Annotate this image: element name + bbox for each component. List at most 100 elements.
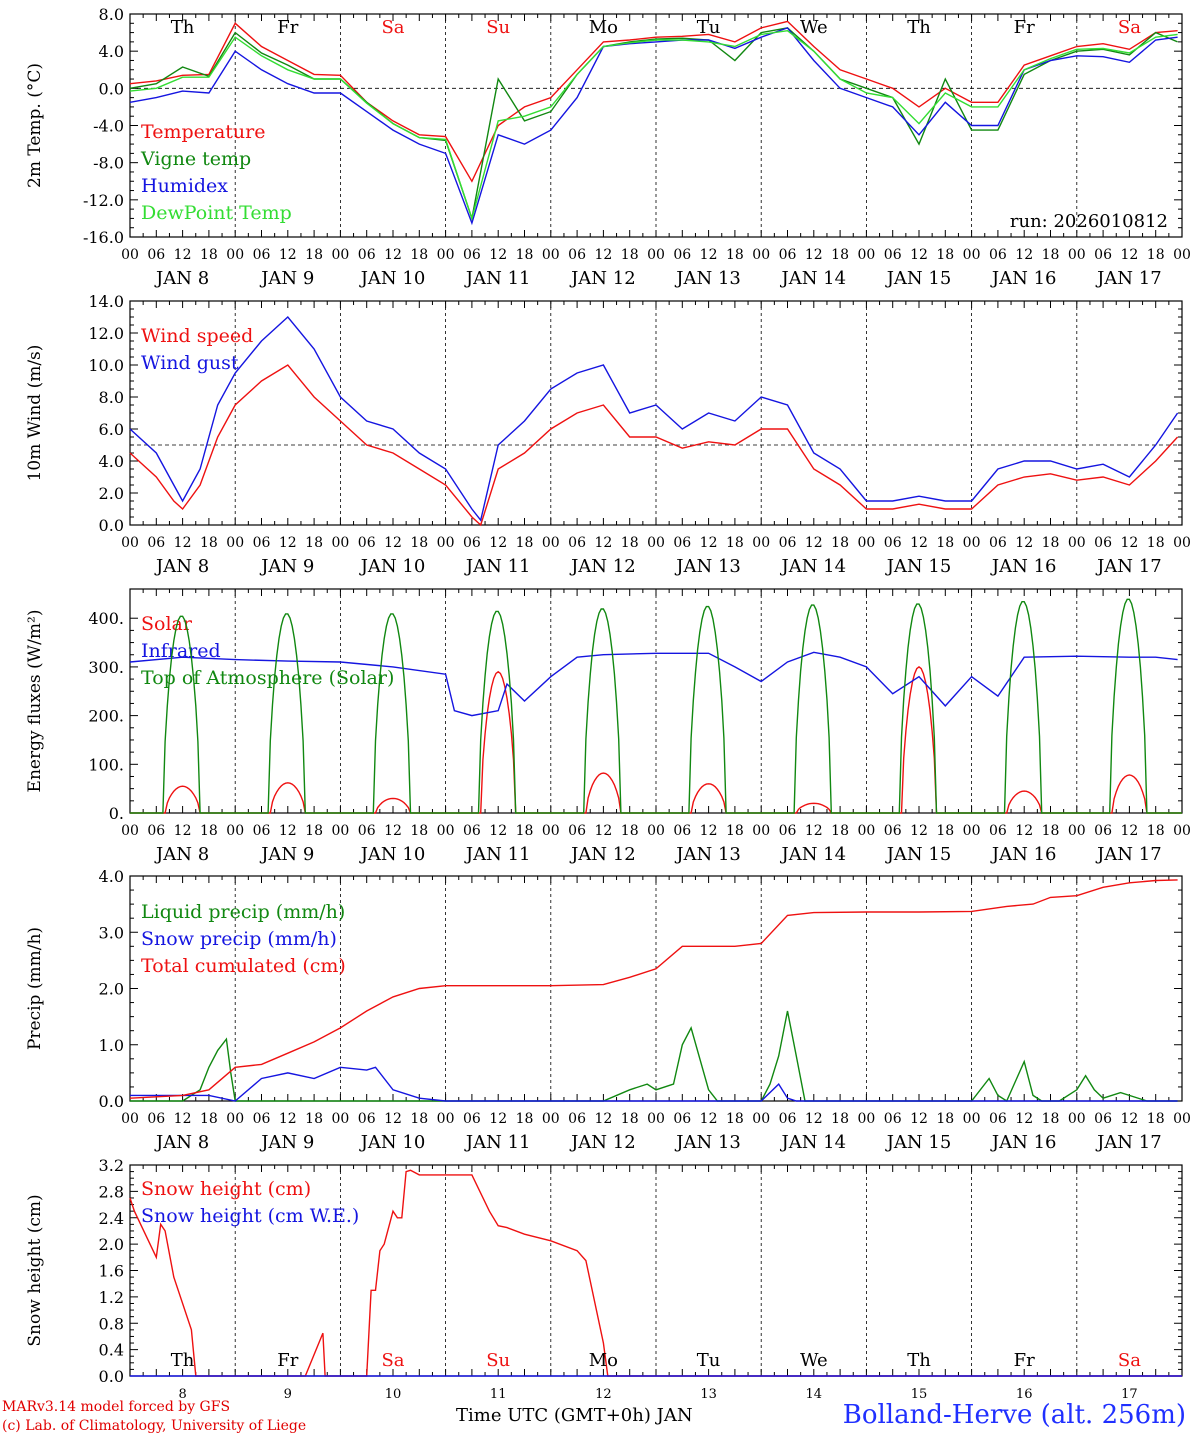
hour-tick-label: 06 xyxy=(147,247,165,263)
hour-tick-label: 06 xyxy=(673,1111,691,1127)
hour-tick-label: 06 xyxy=(253,535,271,551)
hour-tick-label: 18 xyxy=(410,1111,428,1127)
hour-tick-label: 18 xyxy=(516,535,534,551)
legend-entry: Temperature xyxy=(141,121,265,143)
hour-tick-label: 12 xyxy=(594,1111,612,1127)
y-tick-label: 0. xyxy=(109,804,124,823)
day-label-top: Su xyxy=(486,17,510,38)
date-label: JAN 16 xyxy=(990,268,1057,289)
hour-tick-label: 12 xyxy=(910,823,928,839)
hour-tick-label: 18 xyxy=(831,535,849,551)
station-name: Bolland-Herve (alt. 256m) xyxy=(842,1400,1186,1430)
y-tick-label: 3.2 xyxy=(99,1156,124,1175)
hour-tick-label: 18 xyxy=(621,823,639,839)
day-number: 13 xyxy=(700,1387,717,1402)
hour-tick-label: 12 xyxy=(174,823,192,839)
hour-tick-label: 18 xyxy=(1042,535,1060,551)
y-tick-label: 0.8 xyxy=(99,1314,124,1333)
hour-tick-label: 18 xyxy=(1147,1111,1165,1127)
date-label: JAN 14 xyxy=(780,1132,847,1153)
y-tick-label: 0.0 xyxy=(99,1092,124,1111)
day-number: 9 xyxy=(284,1387,292,1402)
date-label: JAN 13 xyxy=(674,1132,741,1153)
hour-tick-label: 00 xyxy=(542,823,560,839)
date-label: JAN 17 xyxy=(1095,1132,1162,1153)
hour-tick-label: 12 xyxy=(279,247,297,263)
hour-tick-label: 18 xyxy=(1147,535,1165,551)
hour-tick-label: 18 xyxy=(936,247,954,263)
legend-entry: Wind speed xyxy=(141,325,253,347)
day-label-top: Sa xyxy=(381,17,404,38)
hour-tick-label: 12 xyxy=(594,535,612,551)
hour-tick-label: 12 xyxy=(805,823,823,839)
hour-tick-label: 18 xyxy=(621,535,639,551)
hour-tick-label: 06 xyxy=(463,247,481,263)
hour-tick-label: 12 xyxy=(279,535,297,551)
hour-tick-label: 06 xyxy=(147,823,165,839)
date-label: JAN 8 xyxy=(154,268,209,289)
day-label-top: Th xyxy=(907,17,931,38)
date-label: JAN 16 xyxy=(990,1132,1057,1153)
hour-tick-label: 00 xyxy=(752,535,770,551)
date-label: JAN 9 xyxy=(259,556,314,577)
hour-tick-label: 18 xyxy=(831,1111,849,1127)
hour-tick-label: 00 xyxy=(1068,535,1086,551)
y-tick-label: 6.0 xyxy=(99,420,124,439)
legend-entry: Snow height (cm W.E.) xyxy=(141,1205,359,1227)
y-tick-label: 0.0 xyxy=(99,516,124,535)
hour-tick-label: 18 xyxy=(200,823,218,839)
hour-tick-label: 18 xyxy=(305,535,323,551)
hour-tick-label: 18 xyxy=(1147,823,1165,839)
hour-tick-label: 12 xyxy=(174,1111,192,1127)
hour-tick-label: 00 xyxy=(857,535,875,551)
day-label-snow: Sa xyxy=(1118,1350,1141,1371)
date-label: JAN 11 xyxy=(464,556,531,577)
day-label-top: Mo xyxy=(589,17,618,38)
y-tick-label: -4.0 xyxy=(93,117,124,136)
y-tick-label: 200. xyxy=(88,707,124,726)
date-label: JAN 15 xyxy=(885,268,952,289)
day-label-top: Fr xyxy=(1014,17,1035,38)
hour-tick-label: 00 xyxy=(1173,823,1191,839)
hour-tick-label: 12 xyxy=(805,535,823,551)
y-tick-label: 1.6 xyxy=(99,1262,124,1281)
y-tick-label: 100. xyxy=(88,755,124,774)
hour-tick-label: 06 xyxy=(779,247,797,263)
hour-tick-label: 00 xyxy=(542,1111,560,1127)
hour-tick-label: 00 xyxy=(1068,823,1086,839)
hour-tick-label: 06 xyxy=(884,823,902,839)
hour-tick-label: 06 xyxy=(673,247,691,263)
hour-tick-label: 00 xyxy=(437,823,455,839)
hour-tick-label: 12 xyxy=(594,823,612,839)
legend-entry: Top of Atmosphere (Solar) xyxy=(141,667,394,689)
hour-tick-label: 00 xyxy=(857,1111,875,1127)
y-axis-label-energy: Energy fluxes (W/m²) xyxy=(25,610,45,793)
hour-tick-label: 12 xyxy=(1015,247,1033,263)
hour-tick-label: 18 xyxy=(305,823,323,839)
date-label: JAN 11 xyxy=(464,844,531,865)
hour-tick-label: 06 xyxy=(253,247,271,263)
y-tick-label: 2.0 xyxy=(99,484,124,503)
hour-tick-label: 00 xyxy=(331,1111,349,1127)
day-label-snow: Fr xyxy=(1014,1350,1035,1371)
day-label-snow: Mo xyxy=(589,1350,618,1371)
hour-tick-label: 00 xyxy=(647,1111,665,1127)
y-tick-label: 4.0 xyxy=(99,42,124,61)
day-label-snow: We xyxy=(800,1350,828,1371)
hour-tick-label: 18 xyxy=(831,247,849,263)
day-number: 14 xyxy=(806,1387,823,1402)
hour-tick-label: 12 xyxy=(279,823,297,839)
hour-tick-label: 12 xyxy=(279,1111,297,1127)
hour-tick-label: 18 xyxy=(410,535,428,551)
day-label-snow: Tu xyxy=(697,1350,721,1371)
hour-tick-label: 06 xyxy=(884,1111,902,1127)
hour-tick-label: 06 xyxy=(779,823,797,839)
hour-tick-label: 00 xyxy=(437,247,455,263)
date-label: JAN 10 xyxy=(359,556,426,577)
hour-tick-label: 18 xyxy=(1042,823,1060,839)
y-tick-label: 1.2 xyxy=(99,1288,124,1307)
hour-tick-label: 06 xyxy=(779,1111,797,1127)
day-label-snow: Th xyxy=(907,1350,931,1371)
hour-tick-label: 00 xyxy=(542,247,560,263)
date-label: JAN 16 xyxy=(990,844,1057,865)
